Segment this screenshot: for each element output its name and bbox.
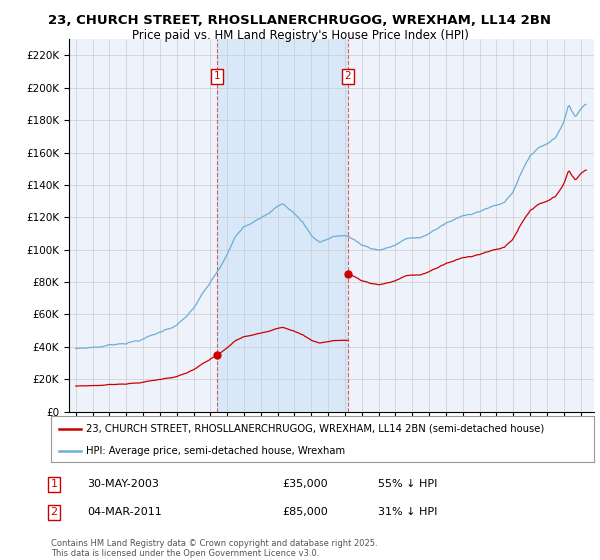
Bar bbox=[217, 39, 348, 412]
Text: 2: 2 bbox=[344, 72, 351, 81]
Text: HPI: Average price, semi-detached house, Wrexham: HPI: Average price, semi-detached house,… bbox=[86, 446, 346, 455]
Text: 31% ↓ HPI: 31% ↓ HPI bbox=[378, 507, 437, 517]
Text: 2: 2 bbox=[50, 507, 58, 517]
Text: 23, CHURCH STREET, RHOSLLANERCHRUGOG, WREXHAM, LL14 2BN (semi-detached house): 23, CHURCH STREET, RHOSLLANERCHRUGOG, WR… bbox=[86, 424, 545, 434]
Text: 30-MAY-2003: 30-MAY-2003 bbox=[87, 479, 159, 489]
Text: 23, CHURCH STREET, RHOSLLANERCHRUGOG, WREXHAM, LL14 2BN: 23, CHURCH STREET, RHOSLLANERCHRUGOG, WR… bbox=[49, 14, 551, 27]
Text: 04-MAR-2011: 04-MAR-2011 bbox=[87, 507, 162, 517]
Text: £35,000: £35,000 bbox=[282, 479, 328, 489]
Text: 1: 1 bbox=[50, 479, 58, 489]
Text: 55% ↓ HPI: 55% ↓ HPI bbox=[378, 479, 437, 489]
Text: Price paid vs. HM Land Registry's House Price Index (HPI): Price paid vs. HM Land Registry's House … bbox=[131, 29, 469, 42]
Text: £85,000: £85,000 bbox=[282, 507, 328, 517]
Text: 1: 1 bbox=[214, 72, 221, 81]
Text: Contains HM Land Registry data © Crown copyright and database right 2025.
This d: Contains HM Land Registry data © Crown c… bbox=[51, 539, 377, 558]
